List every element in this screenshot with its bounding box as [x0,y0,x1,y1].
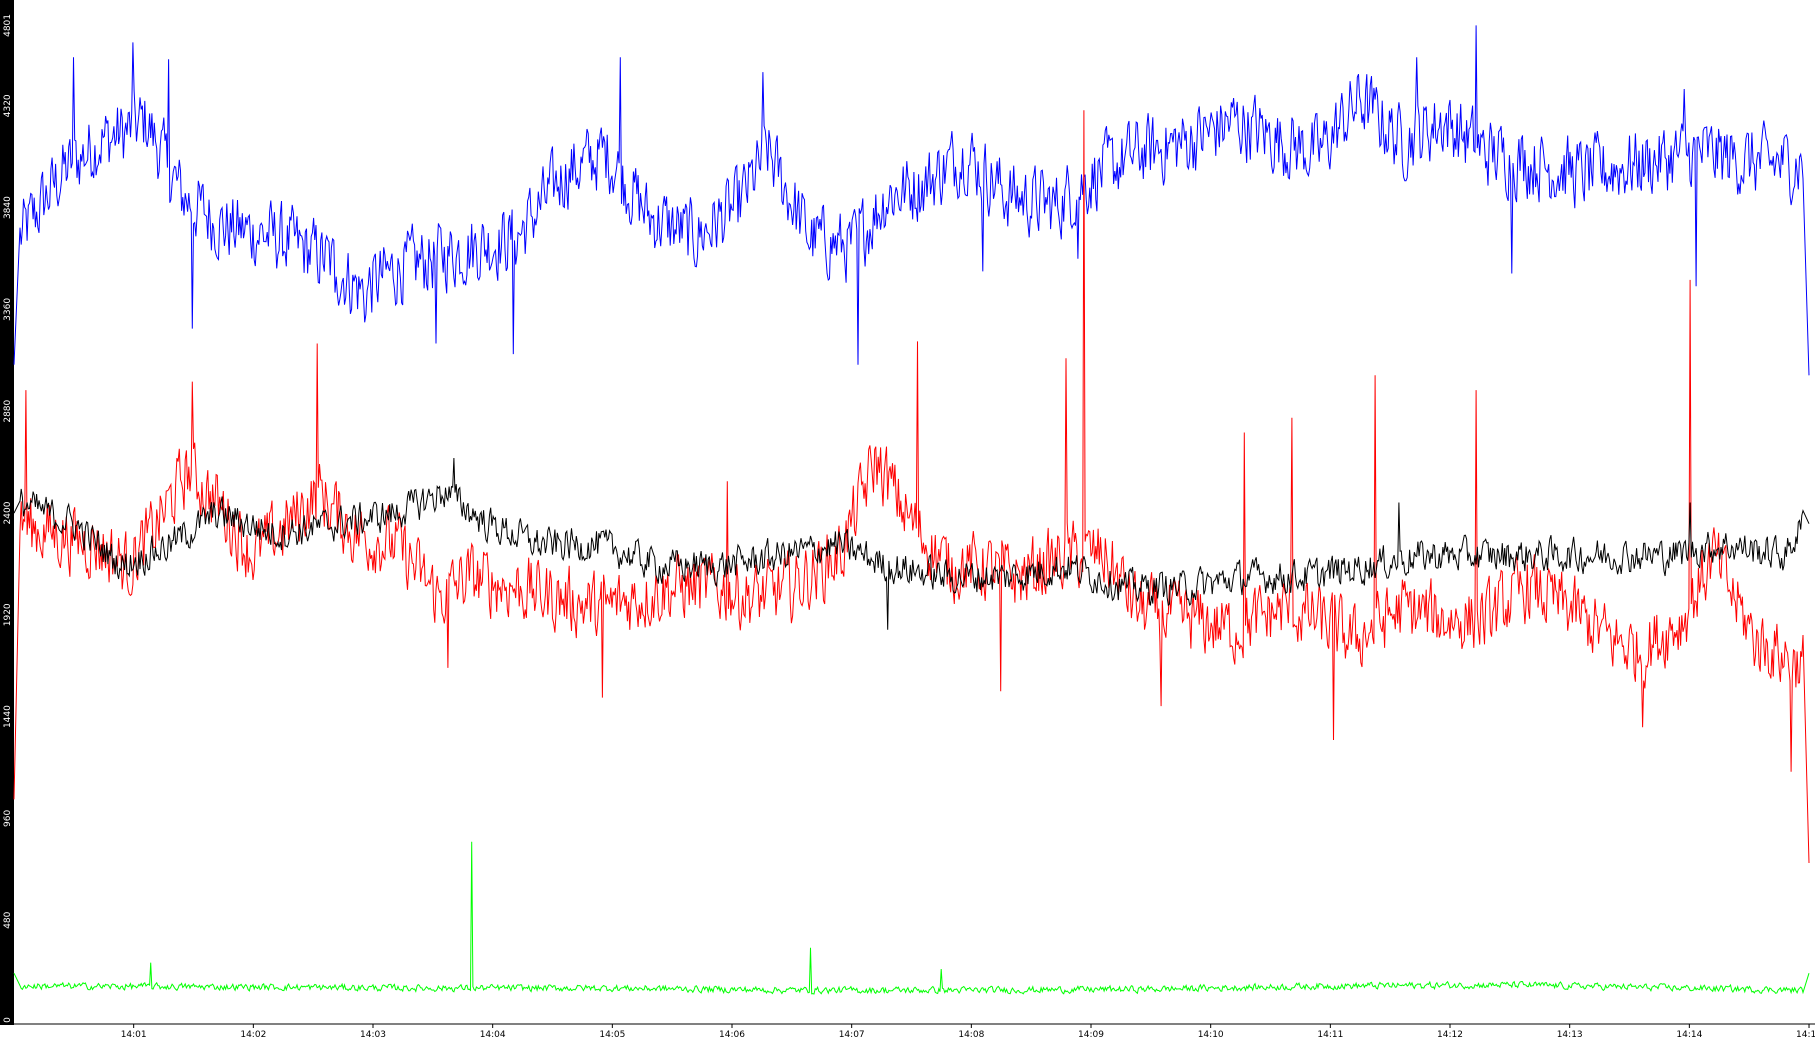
series-line-3 [13,841,1810,995]
y-tick-label: 0 [3,1017,13,1023]
x-tick-label: 14:06 [719,1030,745,1039]
x-tick-label: 14:10 [1198,1030,1224,1039]
x-tick-label: 14:12 [1437,1030,1463,1039]
x-tick-label: 14:09 [1078,1030,1104,1039]
y-axis-band [0,0,14,1025]
y-tick-label: 2880 [3,399,13,422]
x-tick-label: 14:13 [1557,1030,1583,1039]
x-tick-label: 14:04 [480,1030,506,1039]
series-line-2 [13,457,1810,630]
x-tick-label: 14:05 [599,1030,625,1039]
series-layer [13,25,1810,995]
y-tick-label: 960 [3,810,13,827]
y-tick-label: 1440 [3,705,13,728]
x-tick-label: 14:15 [1796,1030,1815,1039]
x-tick-label: 14:11 [1317,1030,1343,1039]
y-axis-ticks: 0 480 960 1440 1920 2400 2880 3360 3840 4320 4801 [3,14,13,1023]
y-tick-label: 2400 [3,501,13,524]
y-tick-label: 4801 [3,14,13,37]
x-axis-band [14,1024,1815,1039]
y-tick-label: 3360 [3,298,13,321]
x-tick-label: 14:03 [360,1030,386,1039]
y-tick-label: 3840 [3,196,13,219]
y-tick-label: 480 [3,911,13,928]
y-tick-label: 1920 [3,603,13,626]
series-line-0 [13,25,1810,376]
x-tick-label: 14:14 [1676,1030,1702,1039]
x-tick-label: 14:01 [121,1030,147,1039]
x-tick-label: 14:07 [839,1030,865,1039]
x-axis-ticks: 14:01 14:02 14:03 14:04 14:05 14:06 14:07 14:08… [121,1024,1815,1040]
y-tick-label: 4320 [3,94,13,117]
x-tick-label: 14:02 [240,1030,266,1039]
series-line-1 [13,110,1810,864]
x-tick-label: 14:08 [958,1030,984,1039]
